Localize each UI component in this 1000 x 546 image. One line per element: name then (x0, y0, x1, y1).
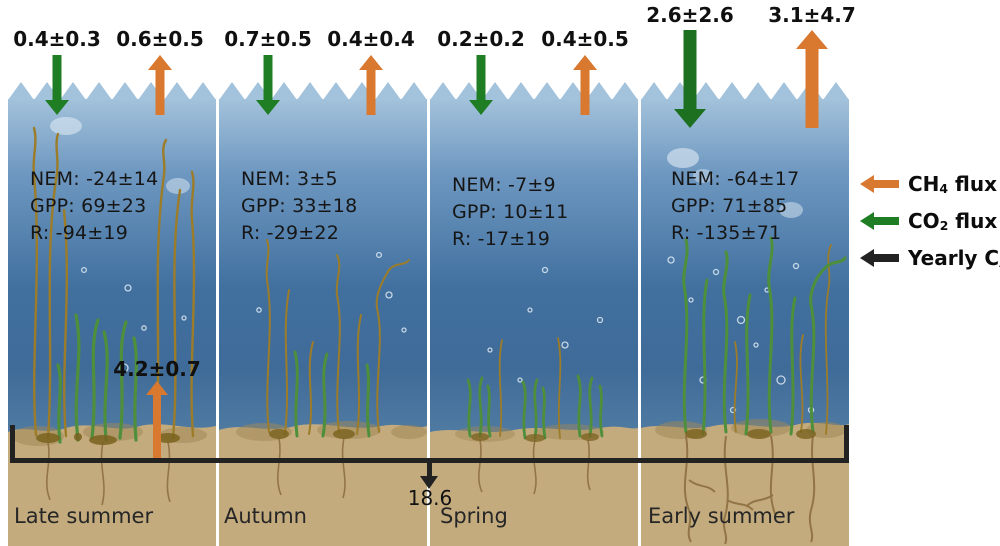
legend-row-yearly: Yearly CA (860, 246, 1000, 270)
yearly-bracket-left-end (10, 425, 15, 463)
ch4-flux-label: 3.1±4.7 (768, 3, 856, 27)
water-surface-wave (430, 82, 638, 100)
nem-gpp-r-block: NEM: -24±14 GPP: 69±23 R: -94±19 (30, 166, 158, 247)
co2-flux-label: 0.7±0.5 (224, 27, 312, 51)
nem-value: NEM: -24±14 (30, 168, 159, 190)
ch4-flux-up-arrow (359, 55, 383, 115)
gpp-value: GPP: 10±11 (452, 200, 569, 223)
sediment-ch4-label: 4.2±0.7 (113, 357, 201, 381)
yearly-down-arrow-head (420, 476, 438, 489)
legend-row-co2: CO2 flux (860, 209, 997, 233)
yearly-total-label: 18.6 (407, 486, 453, 510)
r-value: R: -17±19 (452, 227, 550, 250)
co2-flux-down-arrow (45, 55, 69, 115)
co2-flux-down-arrow (469, 55, 493, 115)
season-label-late-summer: Late summer (14, 504, 154, 528)
yearly-left-arrow-icon (860, 249, 900, 268)
sediment-ch4-up-arrow (146, 381, 168, 461)
underwater-illustration (641, 148, 849, 546)
yearly-bracket-line (10, 458, 849, 463)
season-label-spring: Spring (440, 504, 508, 528)
season-label-autumn: Autumn (224, 504, 307, 528)
panel-early-summer: NEM: -64±17 GPP: 71±85 R: -135±71 (641, 80, 849, 546)
gpp-value: GPP: 69±23 (30, 194, 147, 217)
gpp-value: GPP: 33±18 (241, 194, 358, 217)
legend-label-co2: CO2 flux (908, 209, 998, 234)
ch4-flux-label: 0.6±0.5 (116, 27, 204, 51)
co2-flux-label: 0.2±0.2 (437, 27, 525, 51)
water-body (8, 99, 216, 444)
r-value: R: -94±19 (30, 221, 128, 244)
panel-spring: NEM: -7±9 GPP: 10±11 R: -17±19 (430, 80, 638, 546)
underwater-illustration (430, 266, 638, 546)
r-value: R: -29±22 (241, 221, 339, 244)
ch4-flux-up-arrow (796, 30, 828, 128)
nem-gpp-r-block: NEM: 3±5 GPP: 33±18 R: -29±22 (241, 166, 357, 247)
nem-value: NEM: 3±5 (241, 168, 338, 190)
season-label-early-summer: Early summer (648, 504, 795, 528)
co2-flux-label: 0.4±0.3 (13, 27, 101, 51)
nem-gpp-r-block: NEM: -7±9 GPP: 10±11 R: -17±19 (452, 172, 568, 253)
panel-autumn: NEM: 3±5 GPP: 33±18 R: -29±22 (219, 80, 427, 546)
ch4-flux-label: 0.4±0.4 (327, 27, 415, 51)
co2-left-arrow-icon (860, 212, 900, 231)
underwater-illustration (219, 239, 427, 546)
ch4-left-arrow-icon (860, 175, 900, 194)
co2-flux-label: 2.6±2.6 (646, 3, 734, 27)
water-surface-wave (219, 82, 427, 100)
gpp-value: GPP: 71±85 (671, 194, 788, 217)
underwater-illustration (8, 117, 216, 546)
panel-late-summer: NEM: -24±14 GPP: 69±23 R: -94±19 (8, 80, 216, 546)
yearly-down-arrow (427, 461, 432, 477)
water-surface-wave (8, 82, 216, 100)
legend-label-yearly: Yearly CA (908, 246, 1000, 270)
yearly-bracket-right-end (844, 425, 849, 463)
nem-value: NEM: -64±17 (671, 168, 800, 190)
legend-label-ch4: CH4 flux (908, 172, 997, 197)
r-value: R: -135±71 (671, 221, 782, 244)
ch4-flux-up-arrow (148, 55, 172, 115)
legend-row-ch4: CH4 flux (860, 172, 997, 196)
nem-gpp-r-block: NEM: -64±17 GPP: 71±85 R: -135±71 (671, 166, 799, 247)
co2-flux-down-arrow (674, 30, 706, 128)
nem-value: NEM: -7±9 (452, 174, 556, 196)
ch4-flux-label: 0.4±0.5 (541, 27, 629, 51)
co2-flux-down-arrow (256, 55, 280, 115)
ch4-flux-up-arrow (573, 55, 597, 115)
